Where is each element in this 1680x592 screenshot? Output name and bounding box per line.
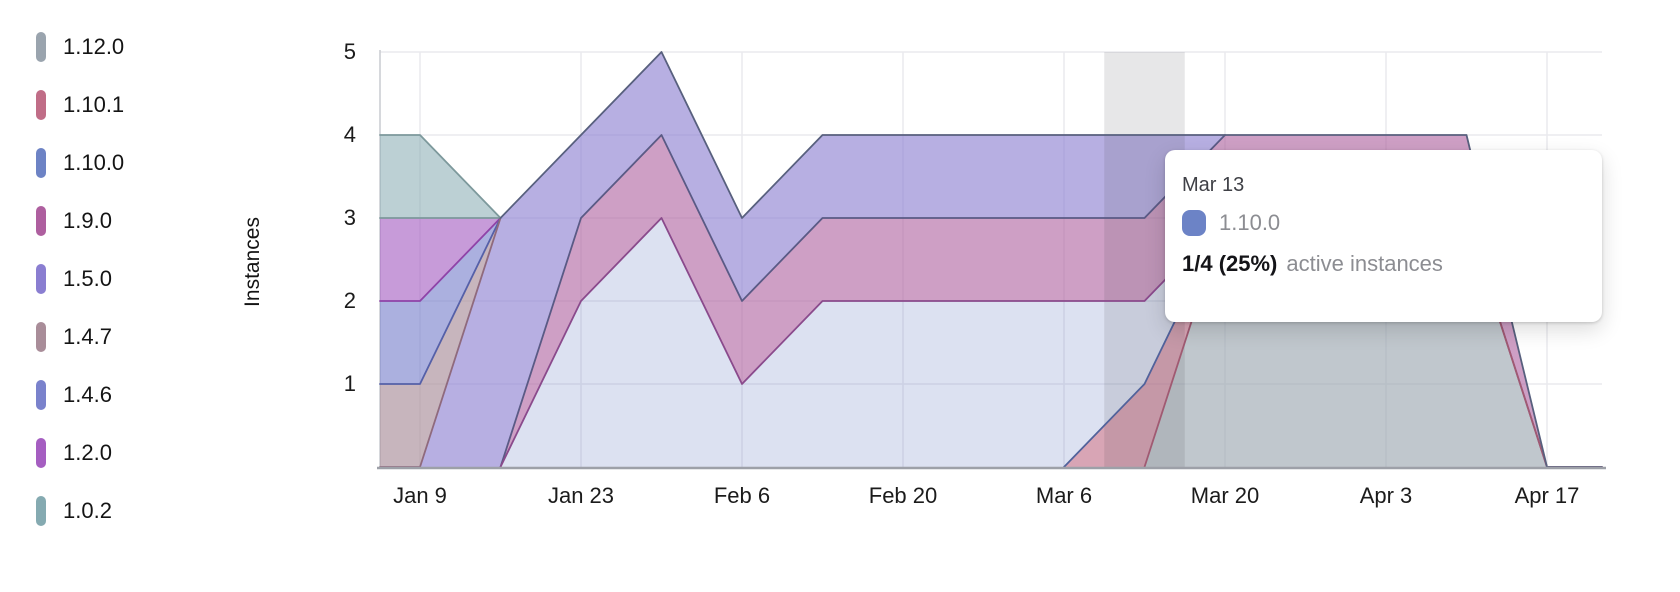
tooltip-value-suffix: active instances	[1286, 251, 1443, 276]
x-tick-jan-23: Jan 23	[547, 483, 615, 508]
y-tick-5: 5	[343, 39, 356, 64]
legend-item-1-5-0[interactable]: 1.5.0	[36, 264, 124, 294]
series-line-1.2.0	[379, 217, 502, 302]
x-tick-mar-6: Mar 6	[1035, 483, 1093, 508]
legend-item-1-0-2[interactable]: 1.0.2	[36, 496, 124, 526]
legend-item-1-4-6[interactable]: 1.4.6	[36, 380, 124, 410]
legend-swatch-icon	[36, 380, 46, 410]
series-swatch-icon	[1182, 210, 1206, 236]
legend-item-label: 1.10.0	[63, 150, 125, 175]
x-tick-apr-17: Apr 17	[1514, 483, 1580, 508]
legend-swatch-icon	[36, 148, 46, 178]
tooltip-series-row: 1.10.0	[1182, 210, 1584, 236]
legend-item-1-12-0[interactable]: 1.12.0	[36, 32, 124, 62]
x-tick-mar-20: Mar 20	[1190, 483, 1260, 508]
legend-swatch-icon	[36, 206, 46, 236]
y-tick-3: 3	[343, 205, 356, 230]
tooltip-series-name: 1.10.0	[1219, 210, 1281, 235]
y-tick-1: 1	[343, 371, 356, 396]
area-band-1.10.0	[380, 218, 1602, 467]
legend-item-label: 1.10.1	[63, 92, 125, 117]
y-tick-4: 4	[343, 122, 356, 147]
tooltip-value-row: 1/4 (25%) active instances	[1182, 251, 1584, 277]
legend-swatch-icon	[36, 90, 46, 120]
legend: 1.12.0 1.10.1 1.10.0 1.9.0 1.5.0 1.4.7 1…	[36, 32, 124, 526]
y-tick-2: 2	[343, 288, 356, 313]
series-line-1.4.6	[379, 217, 502, 385]
legend-swatch-icon	[36, 264, 46, 294]
legend-item-1-10-1[interactable]: 1.10.1	[36, 90, 124, 120]
legend-item-label: 1.4.7	[63, 324, 112, 349]
chart-tooltip: Mar 13 1.10.0 1/4 (25%) active instances	[1165, 150, 1602, 322]
x-tick-feb-6: Feb 6	[713, 483, 771, 508]
legend-item-1-9-0[interactable]: 1.9.0	[36, 206, 124, 236]
legend-swatch-icon	[36, 438, 46, 468]
legend-swatch-icon	[36, 496, 46, 526]
x-tick-apr-3: Apr 3	[1359, 483, 1413, 508]
legend-item-label: 1.0.2	[63, 498, 112, 523]
legend-item-label: 1.5.0	[63, 266, 112, 291]
tooltip-value: 1/4 (25%)	[1182, 251, 1278, 276]
legend-item-label: 1.2.0	[63, 440, 112, 465]
total-outline	[499, 51, 1603, 468]
legend-swatch-icon	[36, 32, 46, 62]
x-tick-feb-20: Feb 20	[868, 483, 938, 508]
legend-item-label: 1.12.0	[63, 34, 125, 59]
legend-swatch-icon	[36, 322, 46, 352]
legend-item-1-4-7[interactable]: 1.4.7	[36, 322, 124, 352]
area-band-1.5.0	[380, 52, 1602, 467]
legend-item-1-2-0[interactable]: 1.2.0	[36, 438, 124, 468]
legend-item-label: 1.9.0	[63, 208, 112, 233]
tooltip-date: Mar 13	[1182, 174, 1245, 196]
legend-item-label: 1.4.6	[63, 382, 112, 407]
x-tick-jan-9: Jan 9	[393, 483, 447, 508]
legend-item-1-10-0[interactable]: 1.10.0	[36, 148, 124, 178]
total-outline-left	[379, 134, 502, 219]
series-line-1.5.0	[499, 134, 1226, 468]
